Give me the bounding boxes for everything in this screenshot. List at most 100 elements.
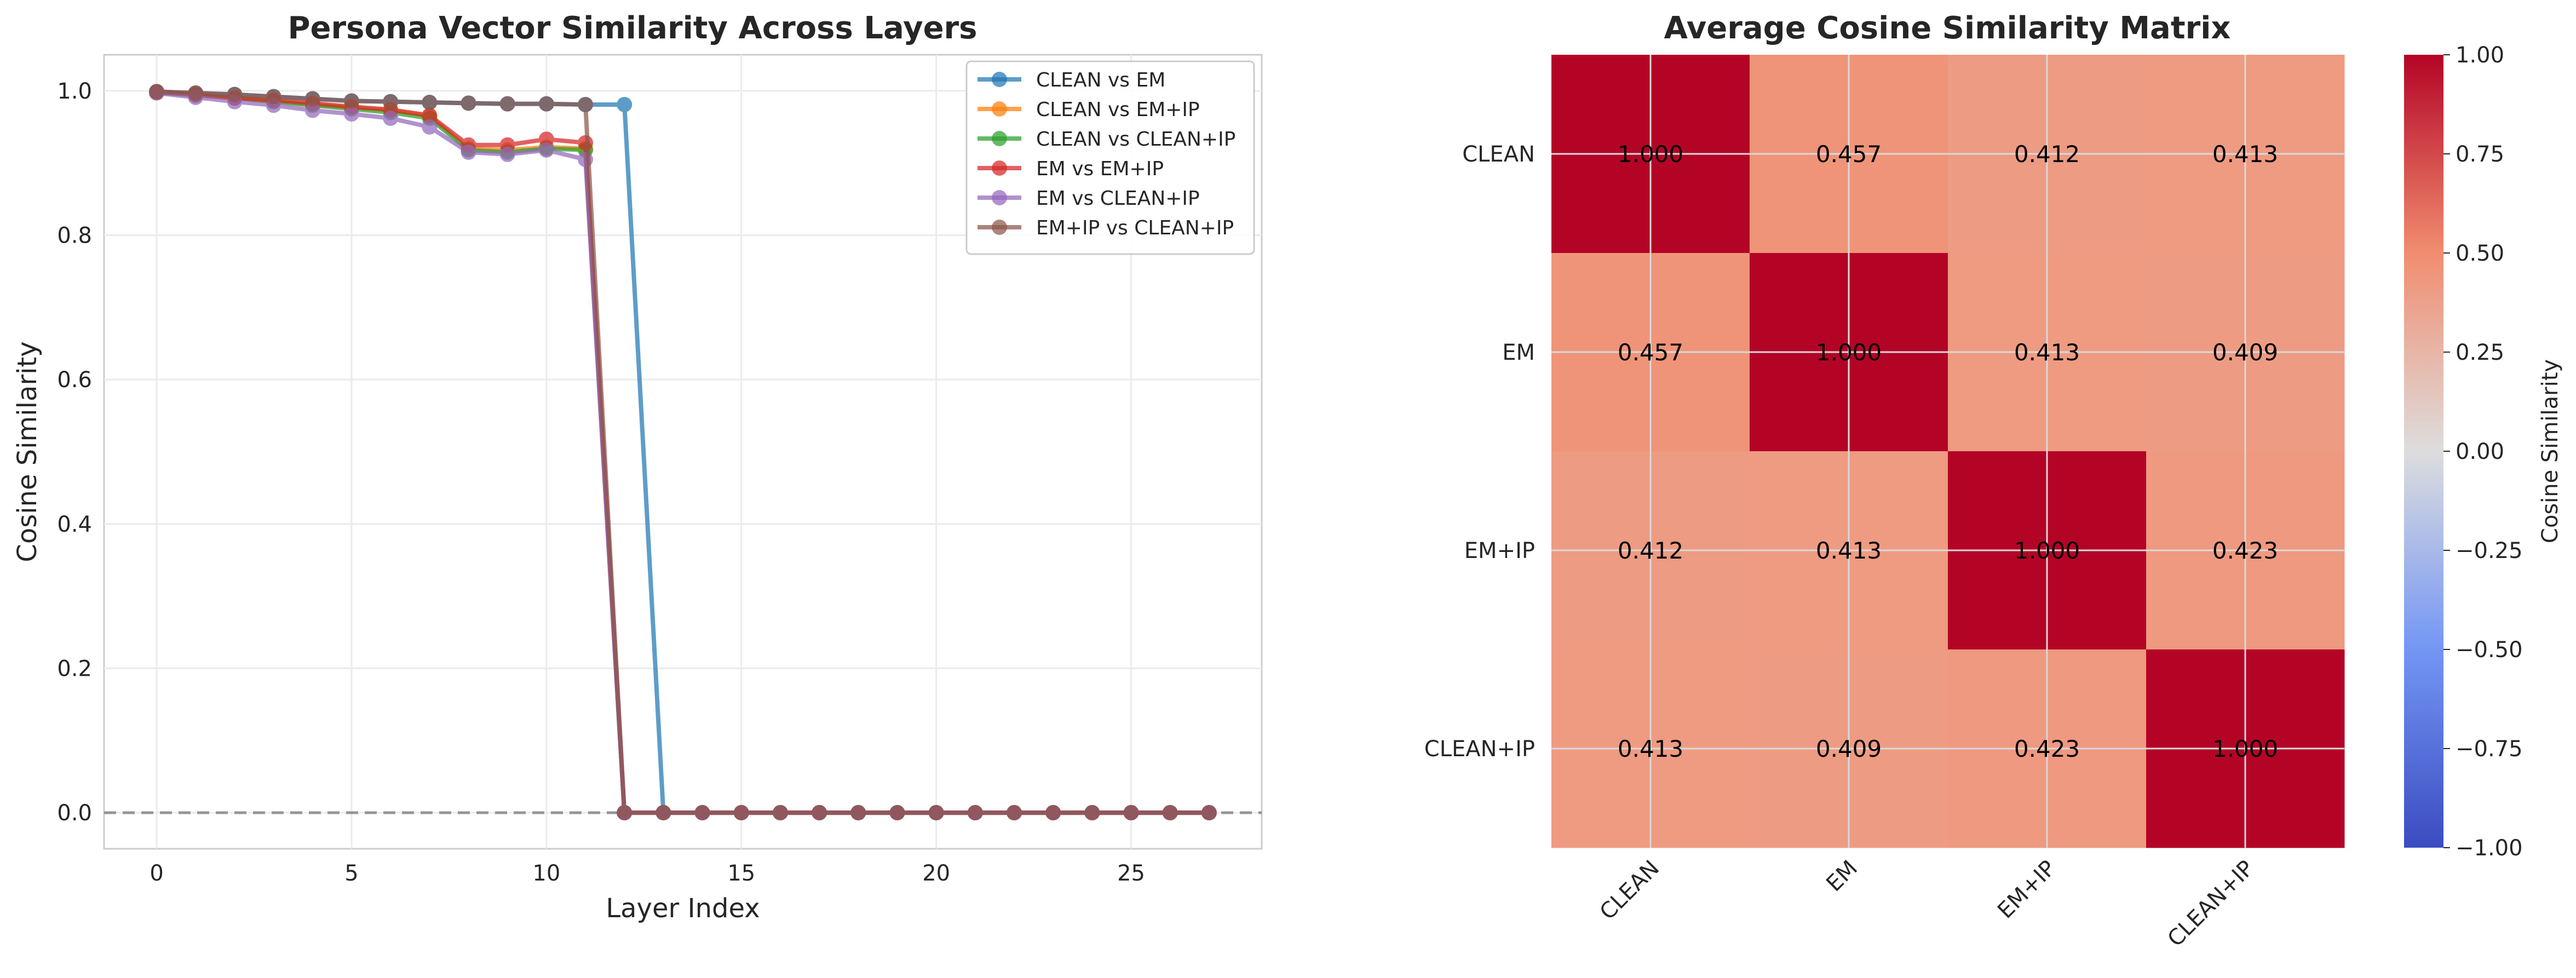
data-point <box>383 94 399 110</box>
heatmap-cell-value: 1.000 <box>2014 537 2080 564</box>
x-tick-label: 5 <box>344 861 358 886</box>
legend-label: EM vs EM+IP <box>1036 158 1164 180</box>
data-point <box>850 805 866 821</box>
heatmap-cell-value: 0.412 <box>1618 537 1683 564</box>
colorbar-gradient <box>2404 55 2443 848</box>
heatmap-column-label: CLEAN+IP <box>2163 856 2259 952</box>
legend-marker-swatch <box>992 190 1007 205</box>
heatmap-row-label: CLEAN+IP <box>1424 737 1535 762</box>
line-chart-title: Persona Vector Similarity Across Layers <box>288 10 977 46</box>
heatmap-cell-value: 0.423 <box>2212 537 2278 564</box>
colorbar-tick-label: 0.75 <box>2456 142 2504 167</box>
data-point <box>266 89 281 105</box>
heatmap-cell-value: 0.413 <box>2014 339 2080 366</box>
data-point <box>304 102 320 118</box>
data-point <box>422 107 438 123</box>
y-tick-label: 0.8 <box>57 223 92 249</box>
data-point <box>694 805 710 821</box>
legend-label: EM vs CLEAN+IP <box>1036 187 1200 210</box>
legend-label: CLEAN vs CLEAN+IP <box>1036 128 1235 151</box>
legend-marker-swatch <box>992 220 1007 235</box>
data-point <box>889 805 905 821</box>
data-point <box>461 144 476 160</box>
data-point <box>461 95 476 111</box>
heatmap-row-labels: CLEAN EM EM+IP CLEAN+IP <box>1424 142 1535 762</box>
colorbar-tick-label: 0.25 <box>2456 340 2504 365</box>
data-point <box>1007 805 1022 821</box>
heatmap-column-label: EM+IP <box>1993 856 2061 924</box>
colorbar-tick-label: 0.00 <box>2456 439 2504 464</box>
data-point <box>422 119 438 135</box>
legend-item: EM vs CLEAN+IP <box>978 187 1200 210</box>
heatmap-cell-value: 0.413 <box>1816 537 1882 564</box>
legend-marker-swatch <box>992 72 1007 87</box>
data-point <box>499 96 515 112</box>
legend-item: CLEAN vs CLEAN+IP <box>978 128 1235 151</box>
y-tick-label: 0.4 <box>57 512 92 537</box>
data-point <box>188 85 204 101</box>
x-tick-label: 25 <box>1117 861 1145 886</box>
y-tick-label: 1.0 <box>57 79 92 104</box>
heatmap-cell-value: 0.457 <box>1618 339 1683 366</box>
data-point <box>928 805 944 821</box>
heatmap-cell-value: 1.000 <box>1618 141 1683 168</box>
colorbar-tick-label: −1.00 <box>2456 836 2523 861</box>
heatmap-chart: Average Cosine Similarity Matrix 1.000 0.… <box>1424 10 2345 952</box>
heatmap-column-label: CLEAN <box>1595 856 1664 925</box>
data-point <box>422 95 438 110</box>
legend-label: CLEAN vs EM <box>1036 69 1165 91</box>
heatmap-row-label: CLEAN <box>1462 142 1535 167</box>
data-point <box>149 84 165 100</box>
x-tick-label: 20 <box>922 861 950 886</box>
y-tick-label: 0.0 <box>57 801 92 826</box>
x-tick-label: 10 <box>532 861 560 886</box>
colorbar-tick-label: 0.50 <box>2456 241 2504 266</box>
series-em-ip-vs-clean-ip <box>149 84 1217 821</box>
colorbar-label: Cosine Similarity <box>2538 359 2563 543</box>
y-tick-labels: 0.0 0.2 0.4 0.6 0.8 1.0 <box>57 79 92 826</box>
x-tick-label: 0 <box>150 861 163 886</box>
x-axis-label: Layer Index <box>606 893 760 924</box>
heatmap-cell-value: 0.409 <box>2212 339 2278 366</box>
heatmap-grid <box>1551 55 2344 848</box>
legend-frame <box>965 60 1255 255</box>
heatmap-cell-value: 1.000 <box>2212 735 2278 762</box>
data-point <box>1201 805 1217 821</box>
data-point <box>578 96 594 112</box>
data-point <box>383 111 399 126</box>
data-point <box>304 91 320 107</box>
y-axis-label: Cosine Similarity <box>12 341 43 562</box>
data-point <box>538 131 554 147</box>
heatmap-cell-labels: 1.000 0.457 0.412 0.413 0.457 1.000 0.413 0.409… <box>1618 141 2278 762</box>
data-point <box>967 805 983 821</box>
y-tick-label: 0.6 <box>57 367 92 393</box>
heatmap-title: Average Cosine Similarity Matrix <box>1664 10 2230 46</box>
data-point <box>656 805 671 821</box>
data-point <box>538 96 554 112</box>
colorbar-tick-label: −0.25 <box>2456 538 2523 563</box>
colorbar-tick-label: 1.00 <box>2456 43 2504 68</box>
x-tick-labels: 0 5 10 15 20 25 <box>150 861 1145 886</box>
heatmap-row-label: EM <box>1502 340 1535 365</box>
legend-item: CLEAN vs EM <box>978 69 1165 91</box>
data-point <box>499 146 515 162</box>
heatmap-cell-value: 0.457 <box>1816 141 1882 168</box>
heatmap-cell-value: 0.423 <box>2014 735 2080 762</box>
data-point <box>538 142 554 158</box>
data-point <box>733 805 749 821</box>
legend-items: CLEAN vs EM CLEAN vs EM+IP CLEAN vs CLEAN+… <box>978 69 1235 239</box>
data-point <box>227 87 243 102</box>
legend-item: EM+IP vs CLEAN+IP <box>978 217 1234 239</box>
line-series-group <box>149 84 1217 821</box>
data-point <box>1123 805 1139 821</box>
data-point <box>617 805 633 821</box>
heatmap-column-labels: CLEAN EM EM+IP CLEAN+IP <box>1595 856 2259 952</box>
colorbar-tick-label: −0.50 <box>2456 637 2523 663</box>
legend-label: CLEAN vs EM+IP <box>1036 99 1200 121</box>
legend-label: EM+IP vs CLEAN+IP <box>1036 217 1234 239</box>
y-tick-label: 0.2 <box>57 656 92 681</box>
colorbar-ticks: 1.00 0.75 0.50 0.25 0.00 −0.25 −0.50 −0.75 −1.00 <box>2443 43 2523 861</box>
data-point <box>343 93 359 109</box>
data-point <box>617 96 633 112</box>
heatmap-cell-value: 0.413 <box>1618 735 1683 762</box>
